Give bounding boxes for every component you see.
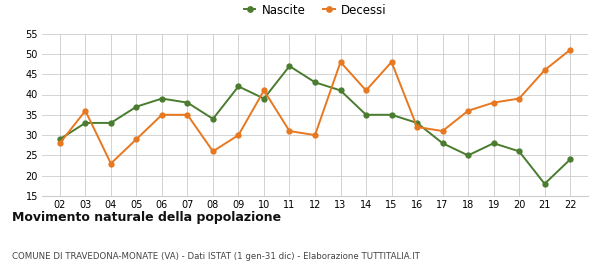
Decessi — [82, 109, 89, 113]
Nascite — [439, 142, 446, 145]
Nascite — [107, 121, 115, 125]
Decessi — [362, 89, 370, 92]
Nascite — [541, 182, 548, 185]
Decessi — [209, 150, 217, 153]
Decessi — [388, 60, 395, 64]
Nascite — [286, 64, 293, 68]
Decessi — [235, 134, 242, 137]
Nascite — [413, 121, 421, 125]
Decessi — [337, 60, 344, 64]
Nascite — [260, 97, 268, 100]
Decessi — [541, 68, 548, 72]
Nascite — [56, 137, 64, 141]
Legend: Nascite, Decessi: Nascite, Decessi — [239, 0, 391, 21]
Decessi — [158, 113, 166, 116]
Decessi — [515, 97, 523, 100]
Decessi — [286, 129, 293, 133]
Nascite — [133, 105, 140, 108]
Nascite — [311, 81, 319, 84]
Nascite — [184, 101, 191, 104]
Nascite — [388, 113, 395, 116]
Decessi — [184, 113, 191, 116]
Line: Nascite: Nascite — [58, 64, 572, 186]
Nascite — [490, 142, 497, 145]
Nascite — [337, 89, 344, 92]
Decessi — [311, 134, 319, 137]
Decessi — [566, 48, 574, 52]
Text: COMUNE DI TRAVEDONA-MONATE (VA) - Dati ISTAT (1 gen-31 dic) - Elaborazione TUTTI: COMUNE DI TRAVEDONA-MONATE (VA) - Dati I… — [12, 252, 420, 261]
Nascite — [464, 154, 472, 157]
Nascite — [235, 85, 242, 88]
Decessi — [56, 142, 64, 145]
Decessi — [490, 101, 497, 104]
Decessi — [133, 137, 140, 141]
Nascite — [82, 121, 89, 125]
Decessi — [413, 125, 421, 129]
Nascite — [566, 158, 574, 161]
Decessi — [260, 89, 268, 92]
Nascite — [209, 117, 217, 121]
Decessi — [107, 162, 115, 165]
Decessi — [464, 109, 472, 113]
Nascite — [362, 113, 370, 116]
Nascite — [515, 150, 523, 153]
Decessi — [439, 129, 446, 133]
Text: Movimento naturale della popolazione: Movimento naturale della popolazione — [12, 211, 281, 224]
Nascite — [158, 97, 166, 100]
Line: Decessi: Decessi — [58, 47, 572, 166]
